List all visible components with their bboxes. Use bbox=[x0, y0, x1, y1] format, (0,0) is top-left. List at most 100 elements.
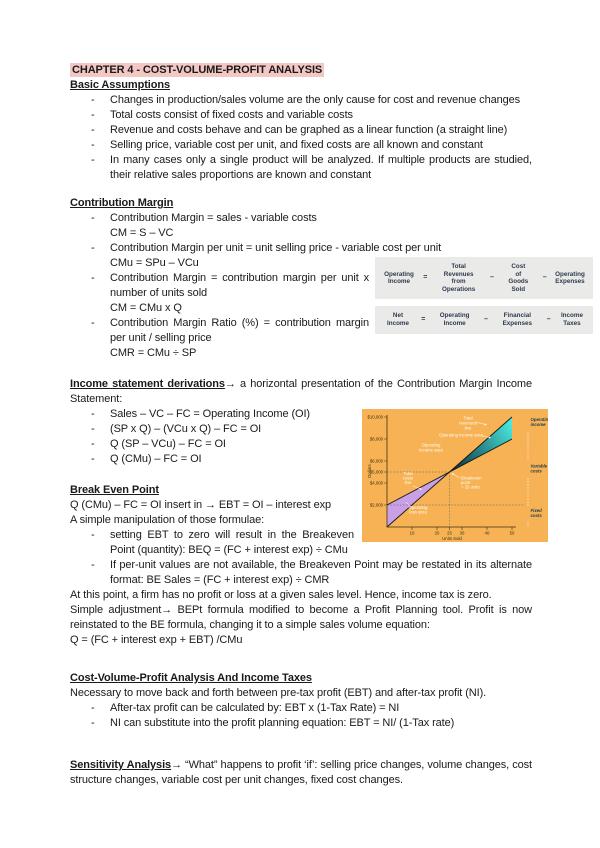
total-costs-label: costs bbox=[403, 476, 413, 481]
bullet-text: Total costs consist of fixed costs and v… bbox=[110, 109, 353, 121]
bullet-marker: - bbox=[91, 717, 95, 729]
net-income-equation-box: Net Income = Operating Income – Financia… bbox=[375, 306, 593, 334]
chapter-title: CHAPTER 4 - COST-VOLUME-PROFIT ANALYSIS bbox=[70, 63, 325, 77]
total-costs-label: Total bbox=[403, 471, 412, 476]
bracket-label-operating-income: income bbox=[531, 422, 547, 427]
section-heading: Break Even Point bbox=[70, 484, 159, 496]
bullet-text: Revenue and costs behave and can be grap… bbox=[110, 124, 508, 136]
bullet-marker: - bbox=[91, 272, 95, 284]
annotation-arrow bbox=[412, 485, 422, 490]
breakeven-label: point bbox=[461, 480, 471, 485]
paragraph-text: → “What” happens to profit ‘if’: selling… bbox=[70, 759, 532, 786]
eq-operator: – bbox=[484, 316, 488, 324]
operating-income-equation-box: Operating Income = Total Revenues from O… bbox=[375, 257, 593, 300]
bullet-marker: - bbox=[91, 453, 95, 465]
formula: CMu = SPu – VCu bbox=[110, 257, 199, 269]
total-costs-label: line bbox=[405, 480, 412, 485]
bullet-marker: - bbox=[91, 529, 95, 541]
section-heading: Sensitivity Analysis bbox=[70, 759, 172, 771]
page-title: CHAPTER 4 - COST-VOLUME-PROFIT ANALYSIS bbox=[70, 63, 532, 78]
y-tick-label: $5,000 bbox=[370, 470, 384, 475]
breakeven-label: Breakeven bbox=[461, 476, 482, 481]
operating-loss-area-label: Operating bbox=[409, 505, 428, 510]
bullet-text: Contribution Margin Ratio (%) = contribu… bbox=[110, 317, 369, 344]
axes bbox=[386, 415, 516, 528]
eq-term: Income Taxes bbox=[560, 312, 583, 327]
arrowhead-icon bbox=[484, 423, 487, 426]
bullet-text: NI can substitute into the profit planni… bbox=[110, 717, 455, 729]
total-revenues-label: revenues bbox=[459, 421, 477, 426]
bullet-marker: - bbox=[91, 408, 95, 420]
list-item: - Contribution Margin per unit = unit sel… bbox=[70, 241, 532, 271]
list-item: - After-tax profit can be calculated by: … bbox=[70, 701, 532, 716]
bullet-text: Q (CMu) – FC = OI bbox=[110, 453, 202, 465]
eq-term: Net Income bbox=[386, 312, 410, 327]
bullet-text: Sales – VC – FC = Operating Income (OI) bbox=[110, 408, 310, 420]
bullet-text: (SP x Q) – (VCu x Q) – FC = OI bbox=[110, 423, 262, 435]
bullet-marker: - bbox=[91, 109, 95, 121]
list-item: - Q (SP – VCu) – FC = OI bbox=[70, 437, 532, 452]
operating-income-area-label: income area bbox=[419, 448, 443, 453]
bullet-marker: - bbox=[91, 423, 95, 435]
bullet-marker: - bbox=[91, 559, 95, 571]
list-item: - Q (CMu) – FC = OI bbox=[70, 452, 532, 467]
bracket-label-variable-costs: Variable bbox=[531, 464, 548, 469]
annotation-arrow bbox=[474, 421, 487, 425]
bullet-text: Selling price, variable cost per unit, a… bbox=[110, 139, 483, 151]
list-item: - Contribution Margin Ratio (%) = contrib… bbox=[70, 316, 532, 361]
eq-operator: = bbox=[423, 274, 428, 282]
bullet-marker: - bbox=[91, 124, 95, 136]
bullet-text: In many cases only a single product will… bbox=[110, 154, 532, 181]
list-item: - Total costs consist of fixed costs and … bbox=[70, 108, 532, 123]
list-item: - setting EBT to zero will result in the … bbox=[70, 528, 532, 558]
eq-term: Cost of Goods Sold bbox=[508, 263, 529, 293]
list-item: - Revenue and costs behave and can be gra… bbox=[70, 123, 532, 138]
list-item: - Sales – VC – FC = Operating Income (OI) bbox=[70, 407, 532, 422]
bracket-label-fixed-costs: Fixed bbox=[531, 508, 543, 513]
bullet-text: If per-unit values are not available, th… bbox=[110, 559, 532, 586]
bullet-marker: - bbox=[91, 438, 95, 450]
y-tick-label: $2,000 bbox=[370, 503, 384, 508]
formula: Q = (FC + interest exp + EBT) /CMu bbox=[70, 634, 243, 646]
paragraph: Sensitivity Analysis→ “What” happens to … bbox=[70, 758, 532, 788]
y-axis-title: Dollars bbox=[367, 464, 372, 477]
bullet-text: Contribution Margin = contribution margi… bbox=[110, 272, 369, 299]
list-item: - Selling price, variable cost per unit, … bbox=[70, 138, 532, 153]
bullet-text: After-tax profit can be calculated by: E… bbox=[110, 702, 400, 714]
x-tick-label: 10 bbox=[410, 531, 415, 536]
y-ticks bbox=[384, 416, 387, 506]
bullet-marker: - bbox=[91, 212, 95, 224]
section-income-statement-derivations: Income statement derivations→ a horizont… bbox=[70, 377, 548, 542]
list-item: - If per-unit values are not available, t… bbox=[70, 558, 532, 588]
y-tick-label: $6,000 bbox=[370, 459, 384, 464]
breakeven-dashed-lines bbox=[387, 471, 525, 527]
x-axis-title: Units Sold bbox=[442, 536, 462, 541]
bullet-marker: - bbox=[91, 317, 95, 329]
total-costs-line bbox=[386, 438, 513, 506]
formula: CM = CMu x Q bbox=[110, 302, 182, 314]
paragraph: At this point, a firm has no profit or l… bbox=[70, 589, 492, 601]
total-revenues-label: line bbox=[465, 426, 472, 431]
bullet-marker: - bbox=[91, 242, 95, 254]
list-item: - In many cases only a single product wil… bbox=[70, 153, 532, 183]
eq-operator: – bbox=[542, 274, 547, 282]
bullet-text: Q (SP – VCu) – FC = OI bbox=[110, 438, 226, 450]
total-revenues-label: Total bbox=[463, 416, 472, 421]
paragraph: Simple adjustment→ BEPt formula modified… bbox=[70, 604, 532, 631]
list-item: - NI can substitute into the profit plann… bbox=[70, 716, 532, 731]
eq-term: Operating Income bbox=[439, 312, 470, 327]
paragraph: Necessary to move back and forth between… bbox=[70, 687, 487, 699]
formula: CMR = CMu ÷ SP bbox=[110, 347, 197, 359]
section-heading: Cost-Volume-Profit Analysis And Income T… bbox=[70, 672, 312, 684]
section-break-even-point: Break Even Point Q (CMu) – FC = OI inser… bbox=[70, 483, 532, 648]
operating-loss-area-label: loss area bbox=[409, 510, 427, 515]
annotation-arrow bbox=[452, 473, 461, 479]
section-heading: Contribution Margin bbox=[70, 197, 174, 209]
arrowhead-icon bbox=[488, 436, 491, 439]
list-item: - Contribution Margin = contribution marg… bbox=[70, 271, 532, 316]
formula: CM = S – VC bbox=[110, 227, 174, 239]
list-item: - (SP x Q) – (VCu x Q) – FC = OI bbox=[70, 422, 532, 437]
paragraph: A simple manipulation of those formulae: bbox=[70, 514, 265, 526]
eq-term: Operating Expenses bbox=[555, 270, 585, 286]
x-tick-label: 50 bbox=[510, 531, 515, 536]
